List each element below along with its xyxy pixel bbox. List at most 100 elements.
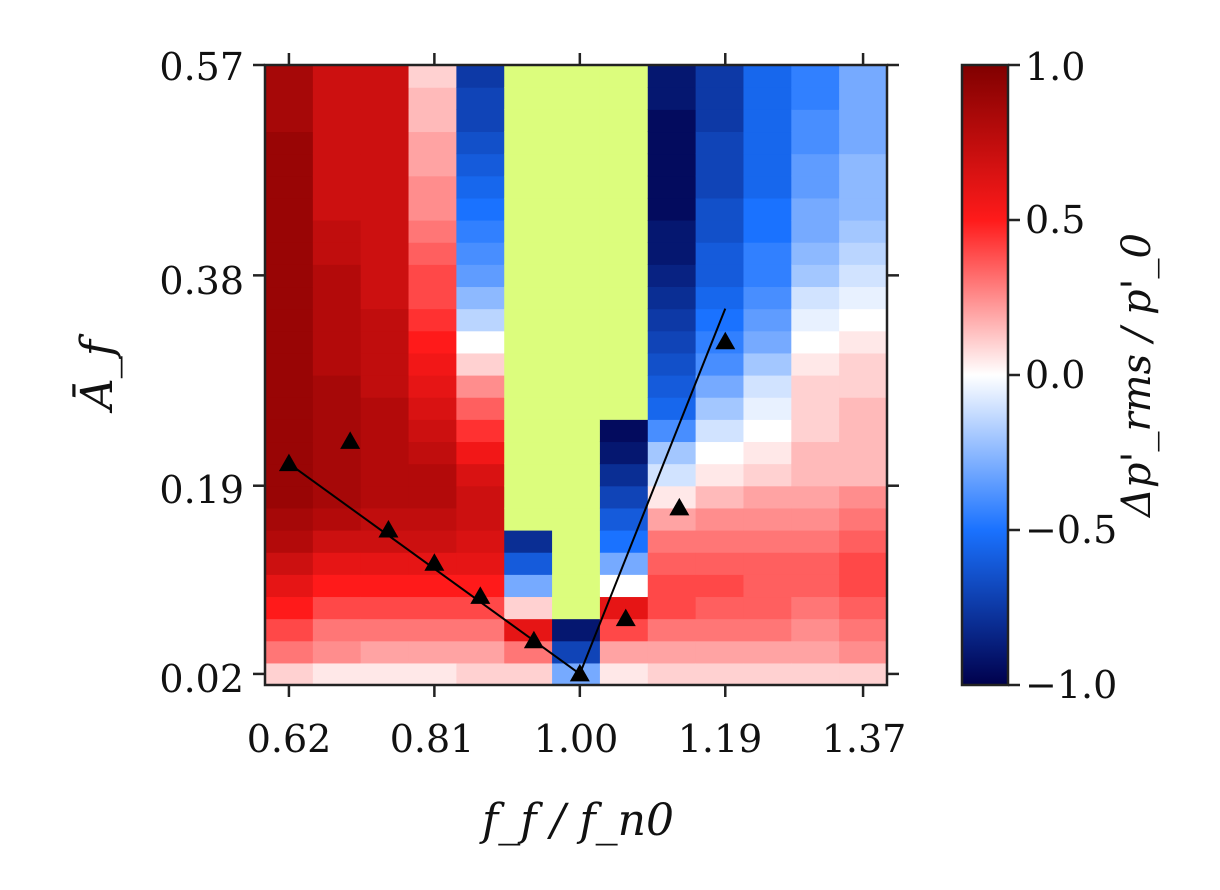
heatmap-cell (695, 552, 745, 575)
heatmap-cell (839, 574, 888, 598)
heatmap-cell (408, 131, 457, 155)
heatmap-cell (695, 65, 745, 88)
heatmap-cell (647, 596, 697, 620)
heatmap-cell (839, 330, 888, 354)
heatmap-cell (647, 552, 697, 575)
heatmap-cell (456, 552, 505, 575)
heatmap-cell (408, 662, 457, 686)
heatmap-cell (647, 286, 697, 310)
heatmap-cell (791, 175, 840, 199)
heatmap-cell (360, 552, 410, 575)
heatmap-cell (599, 330, 649, 354)
heatmap-cell (647, 485, 697, 509)
heatmap-cell (695, 463, 745, 487)
heatmap-cell (599, 308, 649, 332)
heatmap-cell (552, 308, 601, 332)
heatmap-cell (647, 242, 697, 265)
heatmap-cell (839, 220, 888, 243)
heatmap-cell (408, 419, 457, 443)
heatmap-cell (839, 662, 888, 686)
heatmap-cell (456, 197, 505, 221)
heatmap-cell (504, 242, 553, 265)
heatmap-cell (839, 530, 888, 553)
heatmap-cell (265, 574, 314, 598)
heatmap-cell (695, 286, 745, 310)
heatmap-cell (408, 242, 457, 265)
colorbar-tick-label: −1.0 (1025, 663, 1117, 707)
heatmap-cell (839, 552, 888, 575)
heatmap-cell (504, 375, 553, 398)
heatmap-cell (743, 197, 792, 221)
heatmap-cell (456, 441, 505, 465)
heatmap-cell (265, 618, 314, 642)
heatmap-cell (265, 175, 314, 199)
heatmap-cell (360, 375, 410, 398)
x-tick-label: 1.37 (822, 717, 907, 761)
heatmap-cell (312, 507, 362, 531)
heatmap-cell (360, 131, 410, 155)
heatmap-cell (743, 330, 792, 354)
heatmap-cell (647, 308, 697, 332)
heatmap-cell (599, 220, 649, 243)
heatmap-cell (408, 197, 457, 221)
heatmap-cell (456, 662, 505, 686)
heatmap-cell (839, 286, 888, 310)
heatmap-cell (265, 220, 314, 243)
heatmap-cell (839, 618, 888, 642)
heatmap-cell (504, 463, 553, 487)
heatmap-cell (552, 618, 601, 642)
heatmap-cell (456, 530, 505, 553)
heatmap-cell (456, 640, 505, 664)
heatmap-cell (456, 485, 505, 509)
heatmap-cell (743, 530, 792, 553)
heatmap-cell (552, 87, 601, 110)
y-axis-label: Ā_f (71, 333, 123, 414)
heatmap-cell (743, 507, 792, 531)
heatmap-cell (504, 330, 553, 354)
heatmap-cell (599, 574, 649, 598)
heatmap-cell (456, 220, 505, 243)
heatmap-cell (360, 153, 410, 177)
heatmap-cell (599, 131, 649, 155)
heatmap-cell (599, 662, 649, 686)
heatmap-cell (647, 175, 697, 199)
colorbar-tick-label: 1.0 (1025, 45, 1085, 89)
x-tick-label: 1.00 (534, 717, 619, 761)
heatmap-cell (552, 153, 601, 177)
heatmap-cell (265, 596, 314, 620)
heatmap-cell (839, 175, 888, 199)
x-tick-labels: 0.62 0.81 1.00 1.19 1.37 (247, 717, 907, 761)
heatmap-cell (504, 352, 553, 376)
heatmap-cell (265, 286, 314, 310)
heatmap-cell (647, 87, 697, 110)
heatmap-cell (743, 441, 792, 465)
heatmap-cell (791, 153, 840, 177)
colorbar-ticks (1008, 63, 1020, 687)
triangle-marker (569, 663, 590, 682)
heatmap-cell (265, 109, 314, 133)
heatmap-cell (791, 662, 840, 686)
heatmap-cell (456, 65, 505, 88)
heatmap-cell (312, 640, 362, 664)
heatmap-cell (265, 552, 314, 575)
heatmap-cell (599, 441, 649, 465)
heatmap-cell (552, 507, 601, 531)
heatmap-cell (791, 574, 840, 598)
heatmap-cells (265, 65, 888, 686)
heatmap-cell (791, 441, 840, 465)
heatmap-cell (791, 131, 840, 155)
heatmap-cell (360, 330, 410, 354)
heatmap-cell (695, 375, 745, 398)
y-tick-label: 0.57 (159, 45, 244, 89)
x-tick-label: 0.62 (247, 717, 332, 761)
heatmap-cell (647, 352, 697, 376)
heatmap-cell (504, 419, 553, 443)
y-tick-label: 0.38 (159, 259, 244, 303)
heatmap-cell (408, 618, 457, 642)
heatmap-cell (695, 662, 745, 686)
plot-frame (263, 63, 889, 687)
triangle-marker (669, 497, 690, 516)
triangle-marker (340, 431, 361, 449)
heatmap-cell (743, 485, 792, 509)
heatmap-cell (647, 419, 697, 443)
